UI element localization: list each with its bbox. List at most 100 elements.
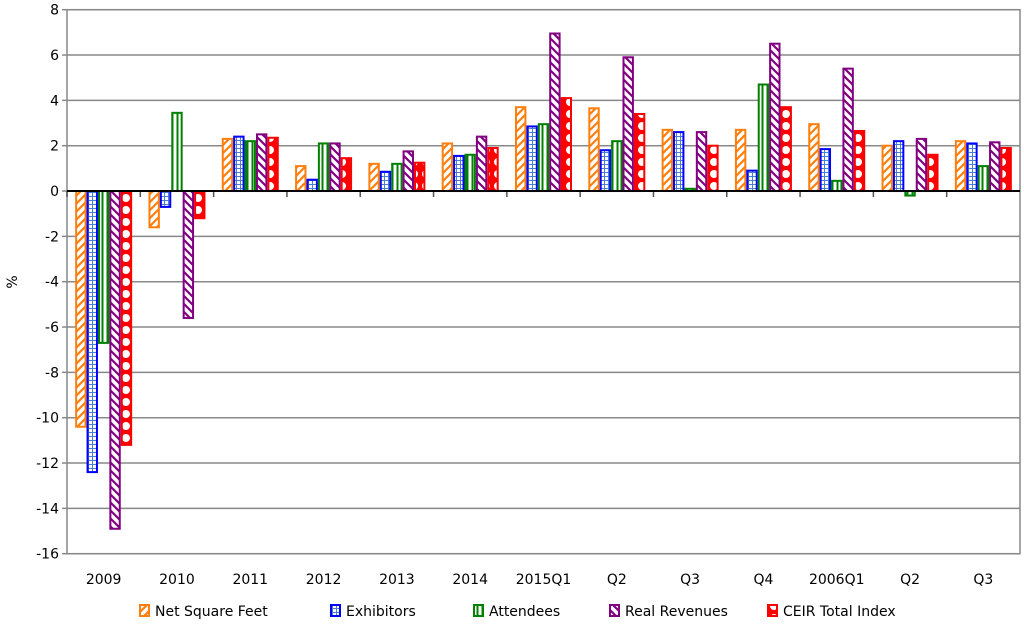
bar-exhibitors — [453, 154, 465, 193]
bar-ceir-total-index — [487, 146, 499, 193]
bar-net-square-feet — [734, 128, 747, 193]
y-axis-label: % — [5, 275, 21, 288]
bar-attendees — [244, 140, 256, 193]
bar-real-revenues — [109, 190, 121, 530]
bar-ceir-total-index — [927, 153, 939, 193]
bar-attendees — [171, 111, 183, 193]
bar-attendees — [831, 179, 843, 193]
bar-real-revenues — [255, 133, 268, 193]
bar-net-square-feet — [881, 144, 893, 193]
bar-real-revenues — [915, 137, 928, 193]
bar-net-square-feet — [75, 190, 87, 428]
x-tick-label: 2012 — [306, 572, 342, 588]
y-tick-label: -10 — [36, 411, 59, 427]
bar-attendees — [977, 165, 990, 193]
legend-swatch — [330, 604, 341, 617]
bar-net-square-feet — [221, 137, 234, 193]
bar-ceir-total-index — [340, 157, 353, 193]
bar-ceir-total-index — [633, 112, 646, 193]
bar-attendees — [757, 83, 770, 193]
bar-net-square-feet — [515, 106, 527, 193]
y-tick-label: 6 — [50, 48, 59, 64]
bar-exhibitors — [526, 125, 538, 193]
x-tick-label: 2014 — [452, 572, 488, 588]
legend-label: Real Revenues — [625, 604, 728, 620]
bar-net-square-feet — [588, 107, 600, 193]
y-tick-label: -16 — [36, 547, 59, 563]
bar-net-square-feet — [954, 140, 967, 193]
bar-real-revenues — [402, 150, 414, 193]
x-tick-label: Q3 — [973, 572, 993, 588]
legend-swatch — [139, 604, 150, 617]
x-tick-label: Q4 — [753, 572, 773, 588]
bar-exhibitors — [599, 149, 612, 193]
y-tick-label: -2 — [45, 229, 59, 245]
axes: 8 6 4 2 0 -2 -4 -6 -8 -10 -12 -14 -16 2009 2010 2011 201… — [36, 3, 1020, 588]
x-tick-label: 2015Q1 — [516, 572, 572, 588]
bar-ceir-total-index — [707, 144, 719, 193]
bar-net-square-feet — [808, 123, 820, 193]
bar-exhibitors — [159, 190, 172, 208]
legend-item: CEIR Total Index — [767, 604, 896, 620]
x-tick-label: Q2 — [900, 572, 920, 588]
bar-real-revenues — [549, 32, 561, 193]
bar-real-revenues — [329, 142, 341, 193]
x-tick-label: Q2 — [607, 572, 627, 588]
bar-attendees — [537, 123, 550, 193]
y-tick-label: 8 — [50, 3, 59, 19]
bar-real-revenues — [989, 141, 1001, 193]
legend-item: Net Square Feet — [139, 604, 268, 620]
bar-attendees — [317, 142, 330, 193]
bar-ceir-total-index — [853, 129, 866, 193]
legend-label: Net Square Feet — [155, 604, 268, 620]
y-tick-label: 4 — [50, 93, 59, 109]
y-tick-label: 2 — [50, 139, 59, 155]
bar-ceir-total-index — [780, 106, 792, 193]
bar-exhibitors — [966, 142, 978, 193]
bar-ceir-total-index — [560, 97, 572, 193]
bar-attendees — [464, 153, 476, 193]
y-tick-label: -6 — [45, 320, 59, 336]
x-tick-label: 2010 — [159, 572, 195, 588]
legend-item: Exhibitors — [330, 604, 416, 620]
legend-item: Attendees — [473, 604, 560, 620]
bar-exhibitors — [306, 178, 318, 193]
bar-real-revenues — [182, 190, 195, 319]
legend-label: Exhibitors — [346, 604, 416, 620]
bar-net-square-feet — [368, 162, 380, 193]
x-tick-label: 2009 — [86, 572, 122, 588]
legend-swatch — [609, 604, 620, 617]
bar-net-square-feet — [661, 128, 674, 193]
bar-real-revenues — [769, 42, 781, 193]
bar-exhibitors — [233, 135, 245, 193]
y-tick-label: -8 — [45, 365, 59, 381]
legend: Net Square Feet Exhibitors Attendees Real R… — [139, 604, 896, 620]
x-tick-label: 2011 — [232, 572, 268, 588]
y-tick-label: -12 — [36, 456, 59, 472]
bar-ceir-total-index — [1000, 146, 1012, 193]
bar-real-revenues — [842, 67, 854, 193]
y-tick-label: -4 — [45, 275, 59, 291]
bar-ceir-total-index — [267, 136, 279, 193]
bar-net-square-feet — [148, 190, 160, 229]
bar-attendees — [391, 162, 403, 193]
bar-ceir-total-index — [413, 161, 426, 193]
legend-label: CEIR Total Index — [783, 604, 896, 620]
bar-exhibitors — [892, 140, 905, 193]
bar-ceir-total-index — [194, 190, 206, 220]
bar-exhibitors — [673, 131, 685, 193]
legend-label: Attendees — [489, 604, 560, 620]
legend-swatch — [473, 604, 484, 617]
x-tick-label: 2013 — [379, 572, 415, 588]
y-tick-label: 0 — [50, 184, 59, 200]
bar-net-square-feet — [295, 165, 307, 193]
bar-exhibitors — [746, 169, 758, 193]
bar-real-revenues — [475, 135, 488, 193]
legend-item: Real Revenues — [609, 604, 728, 620]
bar-net-square-feet — [441, 142, 454, 193]
bar-ceir-total-index — [120, 190, 133, 446]
bar-attendees — [97, 190, 110, 344]
bar-exhibitors — [86, 190, 98, 474]
bar-real-revenues — [622, 56, 634, 193]
